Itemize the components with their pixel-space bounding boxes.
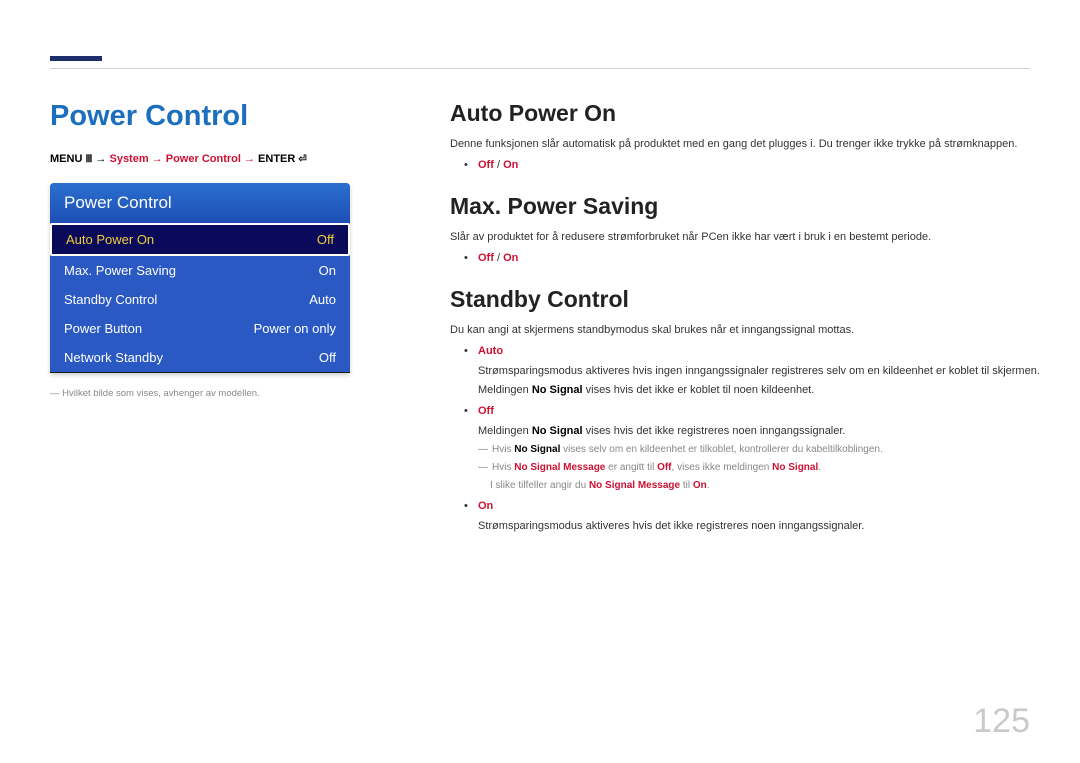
standby-off-p1: Meldingen No Signal vises hvis det ikke … [478,424,1040,439]
enter-icon: ⏎ [298,154,306,165]
standby-control-desc: Du kan angi at skjermens standbymodus sk… [450,323,1040,338]
max-power-saving-options: Off / On [450,251,1040,266]
menu-item-value: Power on only [254,321,336,336]
menu-item-label: Auto Power On [66,232,154,247]
menu-item-label: Standby Control [64,292,157,307]
menu-item-value: Auto [309,292,336,307]
breadcrumb: MENU Ⅲ → System → Power Control → ENTER … [50,153,307,165]
standby-auto-p1: Strømsparingsmodus aktiveres hvis ingen … [478,364,1040,379]
section-title-standby-control: Standby Control [450,286,1040,313]
section-title-max-power-saving: Max. Power Saving [450,193,1040,220]
page-number: 125 [973,702,1030,741]
menu-item-power-button[interactable]: Power Button Power on only [50,314,350,343]
menu-item-network-standby[interactable]: Network Standby Off [50,343,350,372]
standby-off: Off Meldingen No Signal vises hvis det i… [450,404,1040,493]
breadcrumb-enter: ENTER [258,153,295,165]
header-accent-bar [50,56,102,61]
standby-on-p1: Strømsparingsmodus aktiveres hvis det ik… [478,519,1040,534]
menu-item-value: Off [317,232,334,247]
standby-on: On Strømsparingsmodus aktiveres hvis det… [450,499,1040,534]
standby-off-note2: ―Hvis No Signal Message er angitt til Of… [478,461,1040,475]
auto-power-on-desc: Denne funksjonen slår automatisk på prod… [450,137,1040,152]
standby-auto-p2: Meldingen No Signal vises hvis det ikke … [478,383,1040,398]
auto-power-on-options: Off / On [450,158,1040,173]
header-rule [50,68,1030,69]
menu-icon: Ⅲ [85,154,92,165]
max-power-saving-desc: Slår av produktet for å redusere strømfo… [450,230,1040,245]
standby-auto: Auto Strømsparingsmodus aktiveres hvis i… [450,344,1040,398]
page-title: Power Control [50,100,248,133]
menu-item-label: Network Standby [64,350,163,365]
menu-item-label: Max. Power Saving [64,263,176,278]
menu-item-standby-control[interactable]: Standby Control Auto [50,285,350,314]
menu-item-value: On [319,263,336,278]
menu-panel: Power Control Auto Power On Off Max. Pow… [50,183,350,373]
section-title-auto-power-on: Auto Power On [450,100,1040,127]
model-footnote: Hvilket bilde som vises, avhenger av mod… [50,388,350,399]
menu-item-max-power-saving[interactable]: Max. Power Saving On [50,256,350,285]
menu-header: Power Control [50,183,350,223]
breadcrumb-system: System [109,153,148,165]
menu-item-auto-power-on[interactable]: Auto Power On Off [50,223,350,256]
standby-off-note3: I slike tilfeller angir du No Signal Mes… [478,479,1040,493]
content-column: Auto Power On Denne funksjonen slår auto… [450,100,1040,534]
menu-item-label: Power Button [64,321,142,336]
breadcrumb-menu: MENU [50,153,82,165]
standby-off-note1: ―Hvis No Signal vises selv om en kildeen… [478,443,1040,457]
breadcrumb-power-control: Power Control [166,153,241,165]
menu-item-value: Off [319,350,336,365]
